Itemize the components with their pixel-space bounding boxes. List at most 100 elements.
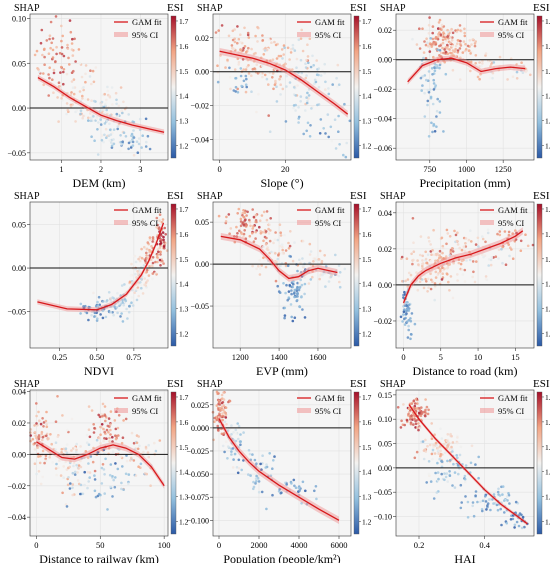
scatter-point (438, 457, 442, 461)
scatter-point (295, 299, 299, 302)
scatter-point (83, 470, 86, 474)
scatter-point (306, 55, 310, 58)
scatter-point (285, 483, 289, 486)
scatter-point (421, 27, 424, 31)
scatter-point (460, 268, 464, 271)
colorbar-tick-label: 1.7 (179, 17, 189, 26)
scatter-point (423, 40, 426, 43)
scatter-point (255, 110, 258, 114)
scatter-point (338, 271, 342, 274)
scatter-point (161, 231, 165, 234)
scatter-point (291, 259, 295, 263)
scatter-point (428, 50, 432, 53)
scatter-point (148, 248, 151, 252)
scatter-point (421, 254, 425, 258)
scatter-point (288, 58, 291, 61)
scatter-point (55, 45, 58, 49)
scatter-point (266, 259, 270, 263)
colorbar-tick-label: 1.2 (362, 518, 372, 527)
scatter-point (242, 68, 245, 71)
scatter-point (239, 440, 242, 443)
scatter-point (47, 450, 50, 453)
scatter-point (60, 46, 64, 49)
scatter-point (127, 141, 131, 145)
scatter-point (88, 435, 92, 439)
scatter-point (45, 39, 49, 42)
scatter-point (454, 233, 458, 237)
scatter-point (441, 251, 444, 255)
scatter-point (284, 291, 287, 295)
scatter-point (451, 44, 454, 48)
scatter-point (474, 62, 478, 65)
scatter-point (58, 459, 61, 462)
scatter-point (500, 247, 503, 251)
scatter-point (65, 72, 69, 76)
scatter-point (128, 280, 132, 284)
scatter-point (146, 257, 149, 260)
scatter-point (448, 474, 452, 478)
scatter-point (129, 459, 132, 462)
scatter-point (417, 450, 421, 454)
scatter-point (54, 60, 57, 63)
scatter-point (446, 273, 449, 276)
colorbar-tick-label: 1.2 (362, 330, 372, 339)
y-tick-label: 0.00 (378, 464, 392, 473)
scatter-point (463, 249, 467, 253)
scatter-point (112, 478, 115, 482)
scatter-point (454, 47, 457, 51)
x-tick-label: 1200 (232, 352, 249, 362)
scatter-point (285, 74, 289, 78)
scatter-point (464, 464, 468, 467)
scatter-point (445, 242, 448, 246)
scatter-point (319, 74, 323, 77)
scatter-point (226, 457, 229, 460)
scatter-point (431, 31, 435, 35)
scatter-point (288, 67, 291, 71)
y-tick-label: −0.02 (7, 482, 26, 491)
scatter-point (410, 312, 414, 315)
scatter-point (81, 116, 84, 120)
x-tick-label: 2000 (251, 540, 268, 550)
scatter-point (231, 38, 235, 42)
scatter-point (273, 455, 276, 458)
scatter-point (234, 428, 238, 432)
scatter-point (304, 489, 307, 493)
scatter-point (241, 49, 245, 52)
scatter-point (111, 311, 114, 314)
colorbar-tick-label: 1.4 (179, 92, 189, 101)
scatter-point (290, 292, 293, 296)
legend-ci-swatch (480, 220, 494, 225)
y-tick-label: −0.04 (190, 136, 209, 145)
shap-label: SHAP (380, 191, 406, 202)
colorbar-tick-label: 1.3 (545, 305, 550, 314)
plot-area (396, 14, 534, 160)
scatter-point (449, 51, 452, 55)
scatter-point (267, 83, 270, 86)
scatter-point (251, 453, 254, 456)
scatter-point (120, 487, 123, 491)
scatter-point (54, 448, 57, 451)
scatter-point (474, 494, 477, 498)
scatter-point (254, 34, 257, 38)
scatter-point (430, 67, 434, 70)
colorbar (170, 203, 177, 347)
scatter-point (420, 278, 424, 281)
scatter-point (237, 207, 241, 211)
scatter-point (412, 423, 415, 426)
scatter-point (334, 253, 337, 257)
scatter-point (49, 46, 52, 50)
legend-ci-swatch (297, 220, 311, 225)
x-tick-label: 0.75 (126, 352, 141, 362)
scatter-point (219, 424, 223, 428)
scatter-point (109, 433, 112, 436)
scatter-point (262, 245, 265, 249)
scatter-point (434, 41, 437, 44)
scatter-point (92, 423, 95, 426)
gam-fit-line (408, 404, 528, 525)
scatter-point (117, 104, 121, 108)
scatter-point (267, 114, 271, 117)
scatter-point (484, 240, 487, 244)
scatter-point (270, 250, 273, 254)
scatter-point (293, 316, 297, 320)
scatter-point (246, 58, 250, 62)
